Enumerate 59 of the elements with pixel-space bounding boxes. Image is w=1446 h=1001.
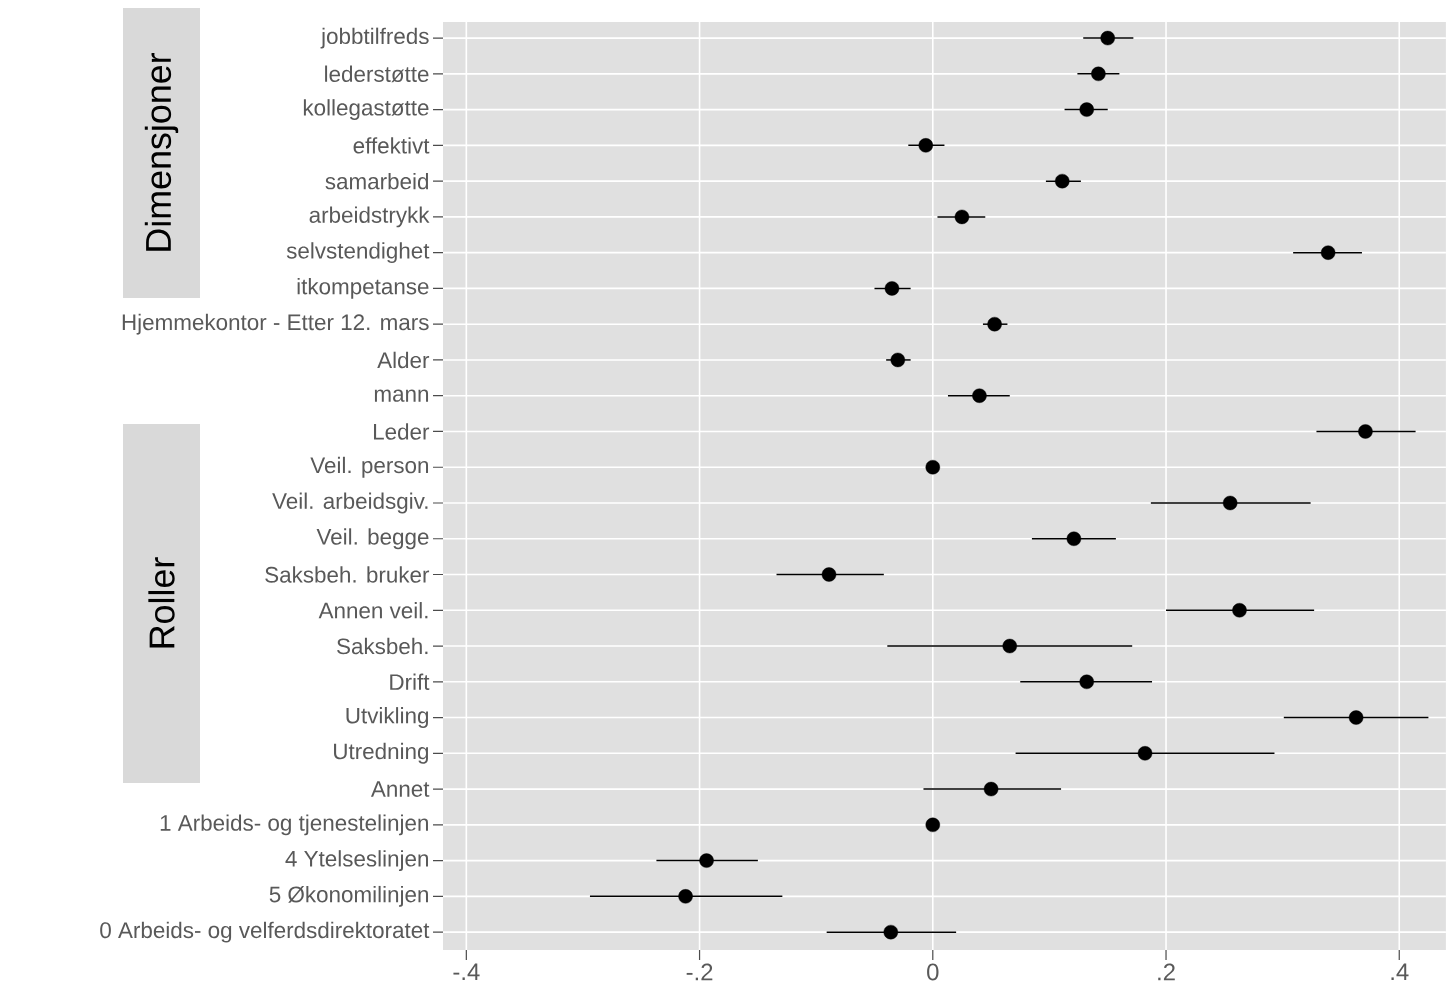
- y-tick-label: mann: [374, 389, 429, 402]
- y-tick-label: arbeidstrykk: [309, 206, 430, 228]
- point: [987, 316, 1002, 332]
- y-tick-label: selvstendighet: [286, 242, 430, 264]
- x-tick-label: -.2: [686, 963, 713, 981]
- point: [1079, 674, 1094, 689]
- y-tick-label: Utredning: [334, 742, 429, 764]
- text: Roller: [148, 557, 175, 648]
- point: [821, 567, 837, 582]
- point: [972, 388, 987, 403]
- point: [1320, 245, 1336, 260]
- point: [883, 924, 899, 940]
- y-tick-label: 0 Arbeids- og velferdsdirektoratet: [100, 921, 430, 943]
- point: [1348, 710, 1364, 725]
- y-tick-label: lederstøtte: [325, 65, 429, 83]
- y-tick-label: Veil. person: [310, 456, 429, 478]
- text: Dimensjoner: [144, 52, 179, 251]
- y-tick-label: Annen veil.: [318, 602, 428, 619]
- point: [1232, 603, 1247, 618]
- y-tick-label: Hjemmekontor - Etter 12. mars: [122, 313, 429, 335]
- y-tick-label: 4 Ytelseslinjen: [285, 850, 428, 872]
- point: [699, 853, 714, 868]
- point: [1055, 173, 1070, 189]
- point: [925, 817, 940, 833]
- y-tick-label: Drift: [390, 673, 430, 690]
- point: [1100, 30, 1115, 46]
- point: [954, 209, 970, 225]
- y-tick-label: Alder: [377, 351, 430, 369]
- point: [884, 281, 900, 296]
- y-tick-label: kollegastøtte: [303, 99, 429, 121]
- point: [1137, 746, 1153, 761]
- point: [983, 781, 999, 797]
- y-tick-label: 5 Økonomilinjen: [269, 885, 428, 907]
- y-tick-label: Saksbeh. bruker: [265, 566, 430, 583]
- y-tick-label: itkompetanse: [297, 277, 429, 299]
- point: [1066, 531, 1082, 546]
- x-tick-label: .2: [1158, 963, 1175, 981]
- y-tick-label: jobbtilfreds: [320, 27, 429, 49]
- x-tick-label: 0: [927, 963, 939, 981]
- y-tick-label: Saksbeh.: [337, 637, 428, 655]
- point: [925, 460, 940, 475]
- y-tick-label: Annet: [370, 781, 430, 797]
- y-tick-label: samarbeid: [325, 172, 429, 190]
- y-tick-label: Veil. begge: [316, 528, 429, 550]
- point: [1091, 66, 1106, 82]
- y-tick-label: 1 Arbeids- og tjenestelinjen: [160, 814, 428, 836]
- point: [918, 138, 933, 153]
- y-tick-label: Veil. arbeidsgiv.: [272, 492, 428, 514]
- x-tick-label: .4: [1391, 963, 1409, 980]
- x-tick-label: -.4: [453, 963, 480, 980]
- y-tick-label: effektivt: [353, 137, 430, 154]
- point: [1002, 638, 1017, 654]
- point: [1079, 102, 1094, 117]
- point: [890, 352, 906, 368]
- y-tick-label: Utvikling: [346, 707, 429, 729]
- point: [1358, 424, 1373, 439]
- point: [1222, 495, 1238, 511]
- point: [678, 889, 693, 904]
- y-tick-label: Leder: [374, 423, 430, 440]
